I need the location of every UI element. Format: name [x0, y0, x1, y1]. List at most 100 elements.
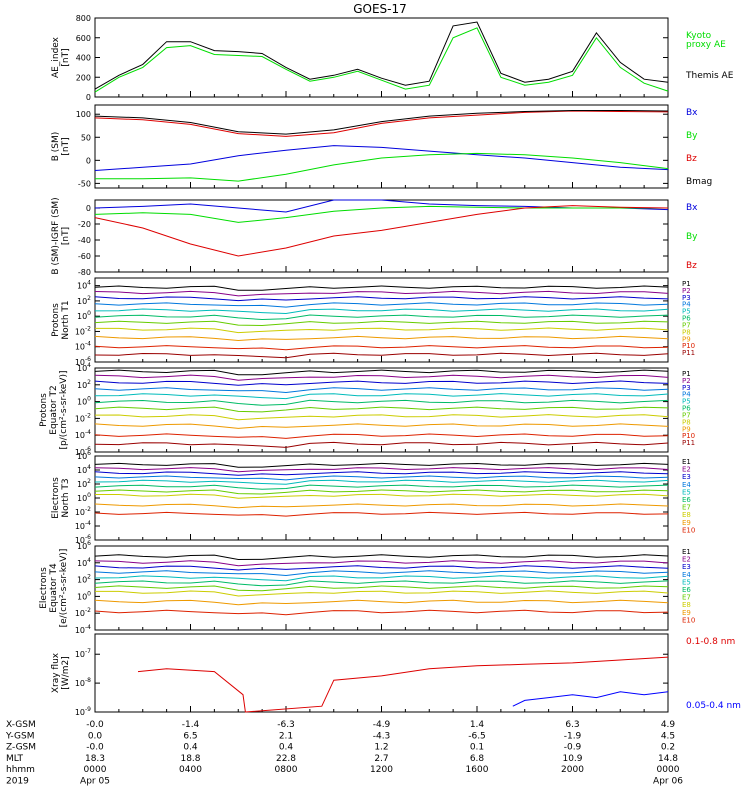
- chart-title: GOES-17: [353, 2, 407, 16]
- y-tick-label: 10-4: [75, 520, 91, 531]
- channel-line-E7: [94, 585, 669, 592]
- y-tick-label: 10-8: [75, 677, 91, 688]
- panel-p1: 104 102 100 10-2 10-4 10-6 ProtonsNorth T1 P1P2…: [51, 277, 695, 367]
- x-tick-label: 2.7: [374, 754, 388, 764]
- legend-p2-3: P4: [682, 391, 691, 399]
- x-tick-label: 2.1: [279, 731, 293, 741]
- y-axis-label: ElectronsEquator T4[e/(cm²-s-sr-keV)]: [39, 549, 69, 628]
- x-tick-label: -4.9: [373, 720, 391, 730]
- y-tick-label: 10-9: [75, 706, 91, 717]
- legend-e2-5: E6: [682, 586, 691, 594]
- channel-line-E5: [94, 575, 669, 582]
- x-tick-label: Apr 05: [80, 777, 110, 787]
- panel-frame: [94, 633, 669, 713]
- y-tick-label: 10-2: [75, 607, 91, 618]
- x-tick-label: 0.2: [661, 743, 675, 753]
- y-tick-label: 100: [77, 310, 91, 321]
- y-axis-label: B (SM)-IGRF (SM)[nT]: [51, 197, 71, 274]
- y-tick-label: 400: [76, 54, 91, 63]
- legend-e1-5: E6: [682, 496, 691, 504]
- y-tick-label: -20: [78, 220, 91, 229]
- series-Bx: [94, 145, 669, 171]
- x-tick-label: -0.0: [86, 720, 104, 730]
- legend-p2-7: P8: [682, 418, 691, 426]
- x-tick-label: 4.5: [661, 731, 675, 741]
- channel-line-P9: [94, 335, 669, 342]
- channel-line-P7: [94, 320, 669, 327]
- series-Bz: [94, 110, 669, 137]
- legend-e2-6: E7: [682, 594, 691, 602]
- channel-line-P10: [94, 433, 669, 439]
- y-tick-label: 104: [77, 464, 91, 475]
- y-tick-label: 104: [77, 557, 91, 568]
- channel-line-P8: [95, 327, 669, 334]
- legend-p2-5: P6: [682, 405, 691, 413]
- channel-line-P6: [94, 314, 669, 321]
- y-tick-label: -60: [78, 252, 91, 261]
- legend-p1-5: P6: [682, 315, 691, 323]
- channel-line-P1: [94, 369, 669, 376]
- legend-p2-6: P7: [682, 411, 691, 419]
- panel-p2: 104 102 100 10-2 10-4 10-6 ProtonsEquator T2[p…: [39, 362, 695, 457]
- channel-line-P9: [94, 423, 669, 429]
- legend-p1-8: P9: [682, 335, 691, 343]
- x-tick-label: 2000: [561, 765, 584, 775]
- legend-p1-0: P1: [682, 280, 691, 288]
- legend-e2-1: E2: [682, 556, 691, 564]
- legend-p1-6: P7: [682, 321, 691, 329]
- legend-e1-9: E10: [682, 526, 695, 534]
- legend-p1-10: P11: [682, 349, 695, 357]
- y-tick-label: 10-4: [75, 341, 91, 352]
- legend-p2-9: P10: [682, 432, 695, 440]
- x-axis-table: X-GSMY-GSMZ-GSMMLThhmm2019-0.00.0-0.018.…: [5, 720, 683, 787]
- legend-p2-10: P11: [682, 439, 695, 447]
- panel-frame: [94, 199, 669, 273]
- legend-e1-6: E7: [682, 504, 691, 512]
- x-tick-label: 0.1: [470, 743, 484, 753]
- channel-line-P2: [94, 374, 669, 381]
- y-tick-label: 50: [81, 133, 91, 142]
- y-tick-label: 10-6: [75, 356, 91, 367]
- legend-bsm-2: Bz: [686, 154, 697, 164]
- y-axis-label: ProtonsNorth T1: [51, 300, 71, 339]
- series-By: [95, 152, 669, 182]
- legend-p2-4: P5: [682, 398, 691, 406]
- panel-bigrf: 0 -20 -40 -60 -80 B (SM)-IGRF (SM)[nT] Bx By Bz: [51, 197, 698, 277]
- legend-p1-1: P2: [682, 287, 691, 295]
- y-tick-label: 10-6: [75, 446, 91, 457]
- legend-e2-0: E1: [682, 548, 691, 556]
- channel-line-E6: [94, 484, 669, 490]
- x-tick-label: -1.9: [564, 731, 582, 741]
- x-tick-label: 1600: [466, 765, 489, 775]
- panel-frame: [94, 17, 669, 98]
- legend-e1-1: E2: [682, 466, 691, 474]
- legend-e1-3: E4: [682, 481, 691, 489]
- x-tick-label: 0800: [275, 765, 298, 775]
- x-tick-label: 18.8: [180, 754, 200, 764]
- channel-line-P1: [94, 285, 669, 291]
- panel-e2: 106 104 102 100 10-2 10-4 ElectronsEquator T4[…: [39, 540, 695, 635]
- x-tick-label: 1.4: [470, 720, 485, 730]
- y-tick-label: -50: [78, 179, 91, 188]
- y-tick-label: 10-4: [75, 429, 91, 440]
- legend-ae-2: Themis AE: [685, 71, 734, 81]
- channel-line-E6: [94, 580, 669, 587]
- y-tick-label: 102: [77, 574, 91, 585]
- legend-e1-8: E9: [682, 519, 691, 527]
- x-tick-label: 6.5: [183, 731, 197, 741]
- y-tick-label: 600: [76, 34, 91, 43]
- channel-line-E4: [94, 570, 669, 577]
- x-tick-label: -0.0: [86, 743, 104, 753]
- x-tick-label: -6.5: [468, 731, 486, 741]
- series-xray_short: [512, 691, 669, 707]
- channel-line-P7: [94, 406, 669, 413]
- channel-line-E1: [94, 554, 669, 561]
- channel-line-E2: [94, 560, 669, 567]
- y-tick-label: 106: [77, 540, 91, 551]
- channel-line-E7: [94, 489, 669, 495]
- channel-line-P2: [94, 290, 669, 297]
- channel-line-P4: [94, 302, 669, 308]
- legend-bigrf-1: By: [686, 232, 698, 242]
